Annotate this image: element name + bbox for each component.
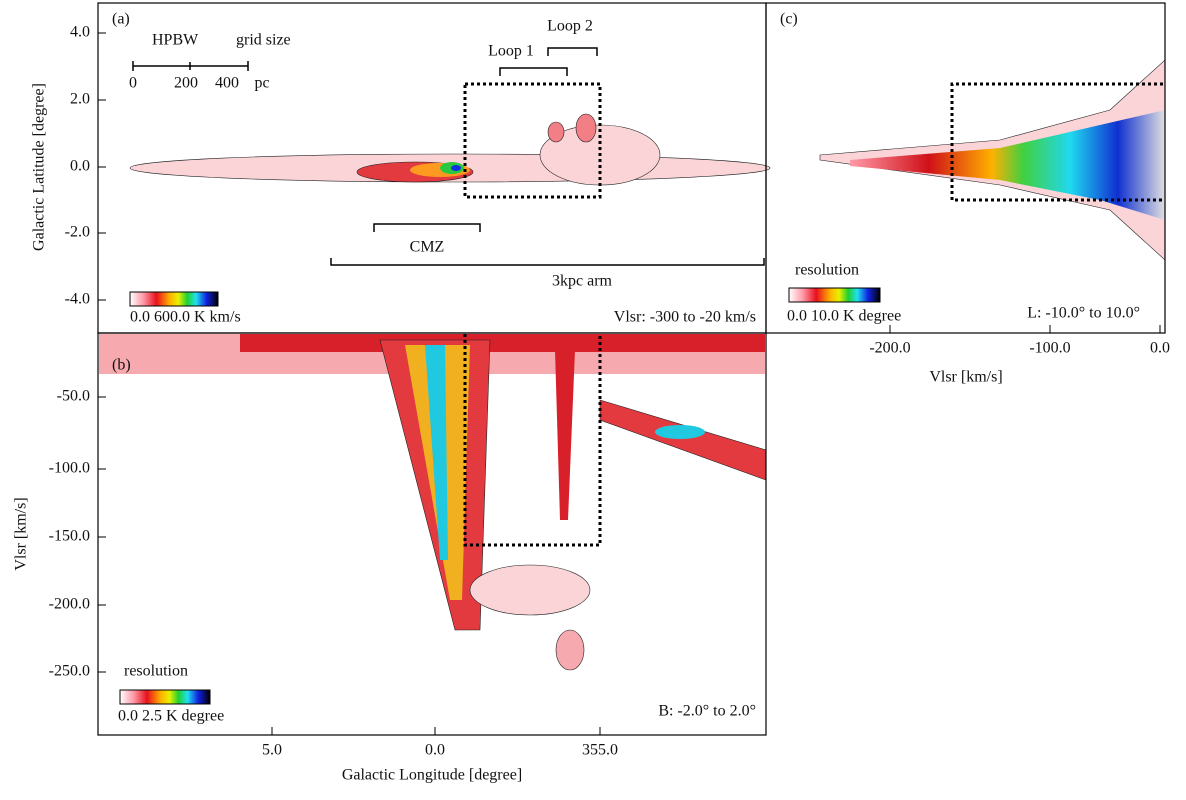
colorbar [119, 689, 211, 705]
panel-label: (b) [112, 357, 131, 374]
annotation: grid size [236, 32, 291, 49]
scale-label: 0 [129, 75, 137, 92]
x-axis-title: Galactic Longitude [degree] [342, 767, 522, 784]
x-axis-title: Vlsr [km/s] [929, 369, 1002, 386]
bracket [330, 258, 765, 266]
y-tick-label: -50.0 [57, 388, 90, 405]
annotation: L: -10.0° to 10.0° [1027, 305, 1140, 322]
annotation: HPBW [152, 32, 199, 49]
dotted-box [950, 82, 1163, 202]
panel-label: (c) [780, 11, 798, 28]
x-tick-label: 355.0 [582, 742, 618, 759]
x-tick-label: 0.0 [425, 742, 445, 759]
colorbar-label: 0.0 2.5 K degree [118, 708, 224, 725]
y-axis-title: Galactic Latitude [degree] [31, 83, 48, 251]
y-tick-label: -100.0 [49, 460, 90, 477]
colorbar-label: 0.0 10.0 K degree [787, 308, 901, 325]
bracket [547, 47, 598, 56]
x-tick-label: -200.0 [869, 340, 910, 357]
bracket [499, 67, 568, 76]
annotation: Loop 2 [547, 18, 593, 35]
scale-label: 400 [215, 75, 239, 92]
panel-label: (a) [112, 11, 130, 28]
y-tick-label: -250.0 [49, 663, 90, 680]
scale-label: 200 [174, 75, 198, 92]
y-axis-title: Vlsr [km/s] [13, 497, 30, 570]
y-tick-label: -150.0 [49, 528, 90, 545]
x-tick-label: 0.0 [1150, 340, 1170, 357]
annotation: 3kpc arm [552, 273, 613, 290]
panel-c-frame [765, 2, 1166, 334]
colorbar-title: resolution [124, 663, 188, 680]
scale-label: pc [254, 75, 269, 92]
panel-c-map [819, 59, 1166, 261]
y-tick-label: -4.0 [65, 291, 90, 308]
annotation: CMZ [410, 239, 445, 256]
colorbar [129, 291, 219, 307]
colorbar-title: resolution [795, 262, 859, 279]
x-tick-label: -100.0 [1029, 340, 1070, 357]
y-tick-label: -2.0 [65, 224, 90, 241]
annotation: Vlsr: -300 to -20 km/s [614, 309, 756, 326]
y-tick-label: 0.0 [70, 158, 90, 175]
panel-b-map [99, 334, 767, 671]
panel-b-frame [97, 332, 767, 736]
bracket [373, 223, 481, 232]
dotted-box [463, 82, 602, 199]
x-tick-label: 5.0 [262, 742, 282, 759]
panel-a-map [129, 113, 771, 186]
y-tick-label: -200.0 [49, 596, 90, 613]
scale-bar [132, 61, 249, 71]
dotted-box [463, 334, 602, 547]
annotation: B: -2.0° to 2.0° [658, 703, 756, 720]
colorbar [788, 287, 881, 303]
y-tick-label: 2.0 [70, 91, 90, 108]
y-tick-label: 4.0 [70, 24, 90, 41]
colorbar-label: 0.0 600.0 K km/s [130, 309, 241, 326]
annotation: Loop 1 [488, 43, 534, 60]
